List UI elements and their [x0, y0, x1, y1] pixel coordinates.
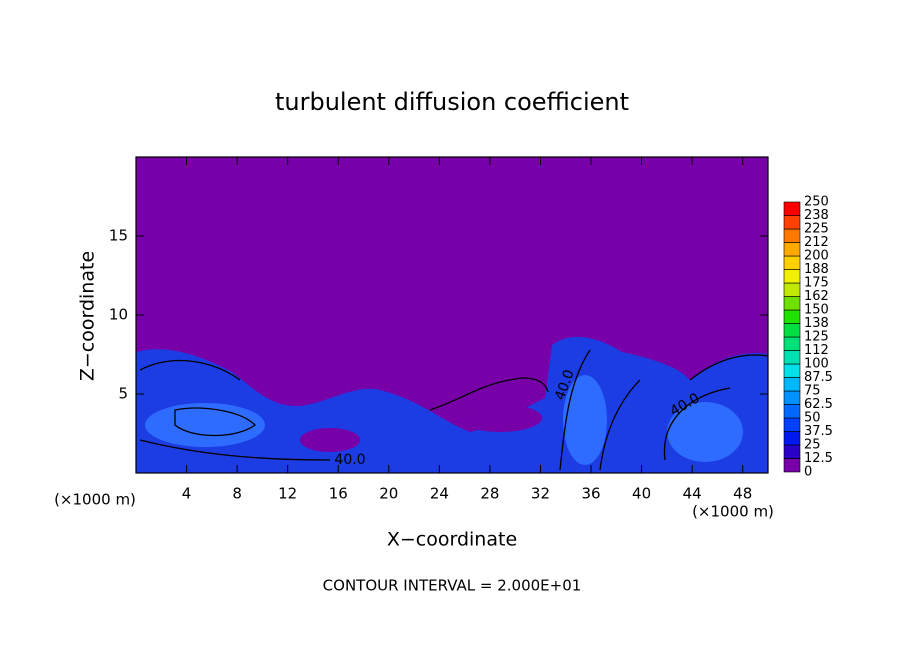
- field-region: [136, 336, 768, 473]
- x-tick-label: 40: [632, 485, 651, 503]
- colorbar-label: 87.5: [804, 370, 833, 385]
- colorbar-label: 125: [804, 330, 829, 345]
- colorbar-segment: [783, 404, 801, 419]
- colorbar-label: 150: [804, 303, 829, 318]
- y-tick-label: 10: [109, 306, 128, 324]
- colorbar-label: 250: [804, 195, 829, 210]
- colorbar-segment: [783, 242, 801, 257]
- colorbar-segment: [783, 363, 801, 378]
- colorbar-segment: [783, 215, 801, 230]
- field-region: [458, 404, 542, 432]
- colorbar-label: 75: [804, 384, 821, 399]
- colorbar-label: 37.5: [804, 424, 833, 439]
- colorbar-label: 138: [804, 316, 829, 331]
- colorbar-segment: [783, 323, 801, 338]
- colorbar-segment: [783, 458, 801, 473]
- colorbar-segment: [783, 309, 801, 324]
- x-tick-label: 4: [182, 485, 192, 503]
- colorbar-segment: [783, 269, 801, 284]
- colorbar-segment: [783, 282, 801, 297]
- field-region: [667, 402, 743, 462]
- y-tick-label: 5: [118, 385, 128, 403]
- colorbar-label: 50: [804, 411, 821, 426]
- colorbar-segment: [783, 377, 801, 392]
- x-tick-label: 28: [480, 485, 499, 503]
- colorbar-label: 200: [804, 249, 829, 264]
- x-unit: (×1000 m): [692, 503, 774, 521]
- colorbar-segment: [783, 417, 801, 432]
- field: [136, 157, 769, 473]
- colorbar-segment: [783, 201, 801, 216]
- colorbar-label: 100: [804, 357, 829, 372]
- x-tick-label: 36: [581, 485, 600, 503]
- colorbar-label: 62.5: [804, 397, 833, 412]
- contour-label: 40.0: [334, 452, 365, 468]
- x-tick-label: 20: [379, 485, 398, 503]
- y-axis-label: Z−coordinate: [77, 251, 99, 381]
- colorbar-label: 212: [804, 235, 829, 250]
- colorbar-segment: [783, 350, 801, 365]
- colorbar-label: 0: [804, 465, 812, 480]
- x-tick-label: 32: [531, 485, 550, 503]
- colorbar-label: 175: [804, 276, 829, 291]
- x-tick-label: 12: [278, 485, 297, 503]
- colorbar-segment: [783, 444, 801, 459]
- x-tick-label: 48: [733, 485, 752, 503]
- field-region: [563, 375, 607, 465]
- footer-note: CONTOUR INTERVAL = 2.000E+01: [323, 577, 582, 595]
- colorbar-label: 12.5: [804, 451, 833, 466]
- colorbar-segment: [783, 296, 801, 311]
- colorbar-segment: [783, 255, 801, 270]
- x-tick-label: 16: [329, 485, 348, 503]
- colorbar-segment: [783, 228, 801, 243]
- colorbar-segment: [783, 336, 801, 351]
- x-tick-label: 24: [430, 485, 449, 503]
- x-tick-label: 8: [232, 485, 242, 503]
- colorbar-label: 188: [804, 262, 829, 277]
- colorbar-label: 112: [804, 343, 829, 358]
- x-axis-label: X−coordinate: [387, 529, 517, 551]
- colorbar-label: 238: [804, 208, 829, 223]
- field-region: [300, 428, 360, 452]
- contour-line: [139, 349, 769, 471]
- colorbar-label: 225: [804, 222, 829, 237]
- field-region: [145, 403, 265, 447]
- colorbar-label: 25: [804, 438, 821, 453]
- x-tick-label: 44: [683, 485, 702, 503]
- y-tick-label: 15: [109, 227, 128, 245]
- colorbar-segment: [783, 390, 801, 405]
- colorbar-segment: [783, 431, 801, 446]
- colorbar-label: 162: [804, 289, 829, 304]
- chart-title: turbulent diffusion coefficient: [275, 88, 629, 116]
- y-unit: (×1000 m): [54, 491, 136, 509]
